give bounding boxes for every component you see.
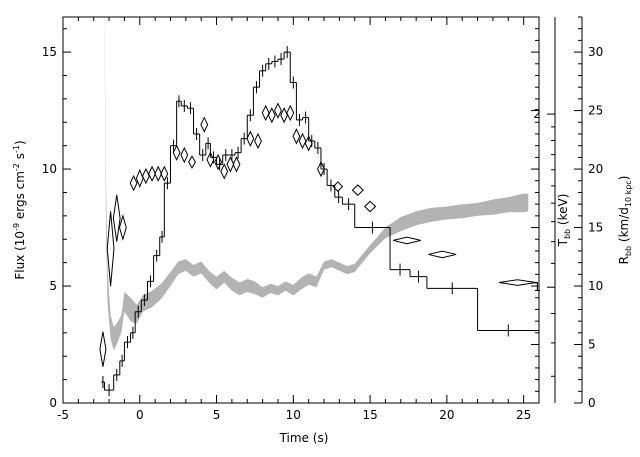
temperature-diamond — [99, 331, 107, 367]
temperature-diamond — [206, 151, 215, 168]
flux-histogram-layer — [101, 46, 539, 397]
temperature-diamond — [112, 194, 121, 242]
temperature-diamond — [286, 104, 295, 122]
temperature-diamond — [232, 156, 241, 173]
temperature-diamond — [261, 104, 270, 122]
temperature-diamond — [332, 181, 344, 192]
radius-tick-label: 0 — [588, 396, 596, 410]
temperature-diamond — [267, 107, 276, 124]
temperature-diamonds-layer — [99, 102, 537, 367]
temperature-diamond — [172, 144, 181, 161]
radius-tick-label: 10 — [588, 279, 603, 293]
temperature-diamond — [154, 165, 163, 182]
temperature-diamond — [226, 156, 235, 173]
temperature-diamond — [499, 279, 537, 286]
radius-tick-label: 30 — [588, 45, 603, 59]
flux-tick-label: 15 — [42, 45, 57, 59]
x-tick-label: 10 — [286, 408, 301, 422]
temperature-diamond — [160, 165, 169, 182]
temperature-diamond — [246, 130, 255, 147]
x-tick-label: 5 — [213, 408, 221, 422]
radius-axis-label: Rbb (km/d10 kpc) — [617, 176, 633, 265]
temperature-diamond — [292, 128, 301, 145]
flux-axis-label: Flux (10-9 ergs cm-2 s-1) — [12, 140, 27, 279]
temperature-diamond — [129, 174, 138, 192]
radius-tick-label: 5 — [588, 338, 596, 352]
temperature-diamond — [304, 135, 313, 152]
temperature-tick-label: 1 — [533, 280, 541, 294]
radius-tick-label: 25 — [588, 104, 603, 118]
temperature-diamond — [180, 146, 189, 164]
temperature-diamond — [351, 184, 364, 196]
flux-tick-label: 5 — [49, 279, 57, 293]
temperature-tick-label: 2 — [533, 107, 541, 121]
temperature-diamond — [106, 211, 115, 287]
temperature-diamond — [363, 200, 377, 213]
radius-tick-label: 20 — [588, 162, 603, 176]
temperature-diamond — [393, 236, 421, 245]
temperature-diamond — [274, 102, 282, 119]
radius-band-layer — [104, 17, 529, 351]
plot-frame — [62, 16, 540, 404]
temperature-diamond — [214, 153, 223, 171]
temperature-diamond — [148, 165, 156, 182]
temperature-diamond — [428, 250, 457, 259]
x-tick-label: -5 — [57, 408, 69, 422]
temperature-diamond — [200, 116, 209, 133]
x-tick-label: 0 — [136, 408, 144, 422]
flux-tick-label: 0 — [49, 396, 57, 410]
x-tick-label: 15 — [362, 408, 377, 422]
temperature-diamond — [135, 168, 144, 188]
x-tick-label: 25 — [516, 408, 531, 422]
temperature-diamond — [188, 155, 196, 169]
x-axis-label: Time (s) — [279, 431, 329, 445]
x-tick-label: 20 — [439, 408, 454, 422]
temperature-diamond — [317, 160, 325, 178]
temperature-diamond — [141, 167, 150, 185]
temperature-diamond — [220, 163, 229, 180]
temperature-diamond — [254, 132, 262, 150]
temperature-axis-label: Tbb (keV) — [556, 194, 572, 248]
radius-band — [104, 17, 529, 351]
temperature-diamond — [118, 214, 127, 242]
flux-tick-label: 10 — [42, 162, 57, 176]
radius-tick-label: 15 — [588, 221, 603, 235]
